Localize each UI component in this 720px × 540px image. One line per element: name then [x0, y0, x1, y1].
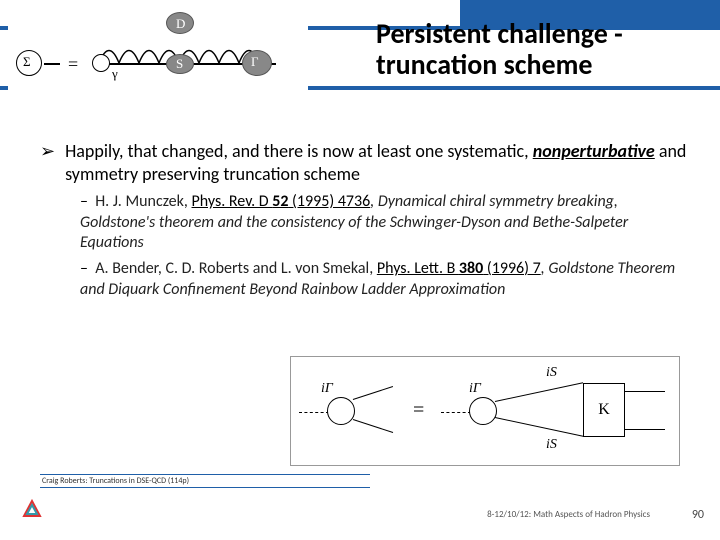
feynman-diagram-bottom: iΓ = iΓ iS iS K: [290, 356, 680, 466]
bullet-text: Happily, that changed, and there is now …: [65, 140, 690, 186]
equals-label: =: [68, 54, 78, 75]
iGamma-right-label: iΓ: [469, 381, 481, 397]
D-label: D: [176, 16, 185, 32]
page-title: Persistent challenge - truncation scheme: [376, 18, 696, 81]
K-kernel-box: K: [583, 383, 625, 437]
sigma-label: Σ: [23, 54, 31, 70]
content-area: ➢ Happily, that changed, and there is no…: [40, 140, 690, 300]
ref1-cite: Phys. Rev. D 52 (1995) 4736: [192, 192, 371, 211]
equals-bottom: =: [413, 399, 424, 422]
bullet-main: ➢ Happily, that changed, and there is no…: [40, 140, 690, 186]
bullet-pre: Happily, that changed, and there is now …: [65, 140, 533, 162]
footer-date: 8-12/10/12: Math Aspects of Hadron Physi…: [487, 509, 650, 520]
bullet-arrow-icon: ➢: [40, 140, 55, 186]
ref-2: – A. Bender, C. D. Roberts and L. von Sm…: [80, 259, 690, 300]
ref2-cite: Phys. Lett. B 380 (1996) 7: [377, 259, 541, 278]
ref-1: – H. J. Munczek, Phys. Rev. D 52 (1995) …: [80, 192, 690, 253]
logo-icon: [20, 498, 44, 522]
bullet-em: nonperturbative: [533, 140, 655, 162]
ref1-author: H. J. Munczek,: [95, 192, 191, 211]
S-label: S: [176, 56, 183, 72]
iS-bot-label: iS: [546, 437, 557, 453]
ref2-author: A. Bender, C. D. Roberts and L. von Smek…: [95, 259, 377, 278]
page-number: 90: [692, 508, 704, 522]
iGamma-left-label: iΓ: [321, 381, 333, 397]
iS-top-label: iS: [546, 365, 557, 381]
footer-credit: Craig Roberts: Truncations in DSE-QCD (1…: [42, 476, 189, 486]
gamma-left-label: γ: [112, 66, 118, 82]
Gamma-right-label: Γ: [251, 54, 259, 70]
footer-credit-bar: Craig Roberts: Truncations in DSE-QCD (1…: [40, 474, 370, 488]
feynman-diagram-top: Σ = D γ S Γ: [8, 8, 308, 108]
